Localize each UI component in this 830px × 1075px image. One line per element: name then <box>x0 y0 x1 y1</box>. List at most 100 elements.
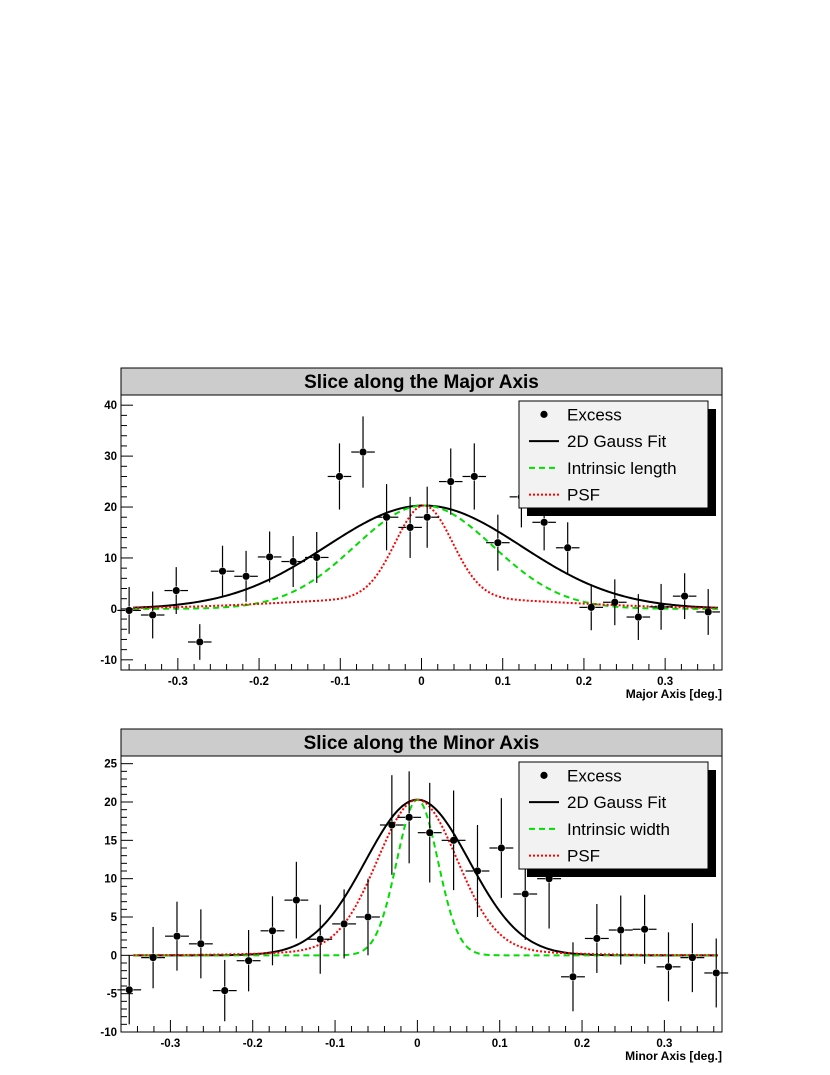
data-marker <box>617 926 625 934</box>
legend-marker <box>540 771 548 779</box>
data-point <box>465 825 490 917</box>
data-marker <box>641 925 649 933</box>
data-marker <box>172 586 180 595</box>
data-marker <box>470 472 478 481</box>
data-point <box>608 895 633 965</box>
data-point <box>281 536 305 587</box>
y-tick-label: 0 <box>111 950 117 962</box>
data-point <box>257 531 282 583</box>
data-point <box>164 567 189 614</box>
chart-title: Slice along the Major Axis <box>304 372 539 393</box>
data-point <box>327 443 352 510</box>
data-marker <box>266 553 274 561</box>
data-marker <box>521 890 529 898</box>
data-point <box>188 909 213 979</box>
data-marker <box>593 934 601 943</box>
y-tick-label: -5 <box>107 989 118 1001</box>
data-marker <box>221 987 229 995</box>
data-marker <box>359 448 367 456</box>
data-marker <box>196 638 204 646</box>
data-marker <box>688 954 696 962</box>
data-point <box>351 416 375 488</box>
data-marker <box>447 477 455 486</box>
data-marker <box>564 544 572 552</box>
data-marker <box>335 472 344 481</box>
data-marker <box>426 829 434 837</box>
data-point <box>649 583 673 630</box>
data-marker <box>450 836 458 844</box>
legend: Excess 2D Gauss Fit Intrinsic length PSF <box>518 400 716 516</box>
chart-panel-2: Slice along the Minor Axis -10 -5 0 5 10 15 20 2… <box>100 728 729 1063</box>
data-point <box>486 514 510 571</box>
data-marker <box>340 920 348 928</box>
legend-label: Intrinsic width <box>567 820 670 839</box>
y-tick-label: 20 <box>104 502 117 514</box>
data-point <box>284 861 309 939</box>
data-point <box>603 579 627 626</box>
y-tick-label: 15 <box>104 835 117 847</box>
y-tick-label: -10 <box>100 1027 117 1039</box>
y-tick-label: 25 <box>104 759 117 771</box>
legend: Excess 2D Gauss Fit Intrinsic width PSF <box>518 761 716 877</box>
x-tick-label: 0.2 <box>576 676 592 688</box>
data-point <box>415 486 439 548</box>
data-point <box>188 624 212 660</box>
x-tick-label: 0 <box>414 1038 420 1050</box>
data-marker <box>540 518 548 526</box>
data-point <box>308 904 333 974</box>
data-point <box>165 901 189 971</box>
y-tick-label: 5 <box>111 912 118 924</box>
legend-label: Excess <box>567 766 622 785</box>
x-tick-label: -0.2 <box>249 676 269 688</box>
data-point <box>140 591 165 639</box>
data-point <box>632 894 657 964</box>
data-point <box>332 889 357 959</box>
data-point <box>704 938 729 1008</box>
data-point <box>584 903 609 973</box>
data-marker <box>704 608 712 616</box>
data-point <box>379 775 404 875</box>
data-marker <box>681 592 689 600</box>
data-marker <box>664 963 673 971</box>
x-tick-label: -0.1 <box>330 676 350 688</box>
data-point <box>398 496 422 558</box>
data-marker <box>634 613 642 621</box>
data-marker <box>149 954 157 962</box>
data-point <box>117 586 141 634</box>
data-marker <box>587 603 595 611</box>
chart-title: Slice along the Minor Axis <box>304 733 540 754</box>
data-marker <box>388 821 396 829</box>
data-point <box>555 522 580 574</box>
data-point <box>234 550 258 602</box>
data-point <box>117 955 142 1025</box>
data-point <box>441 790 466 891</box>
data-marker <box>245 957 253 965</box>
data-point <box>417 782 442 883</box>
data-marker <box>149 611 157 619</box>
data-marker <box>268 927 277 935</box>
data-marker <box>494 539 502 547</box>
data-marker <box>406 523 414 532</box>
data-marker <box>473 867 482 875</box>
x-tick-label: -0.3 <box>168 676 188 688</box>
data-point <box>304 531 329 583</box>
data-marker <box>173 932 181 940</box>
legend-marker <box>540 410 548 418</box>
data-point <box>260 896 285 966</box>
chart-panel-1: Slice along the Major Axis -10 0 10 20 30 40 -0… <box>100 367 723 701</box>
data-point <box>696 589 720 635</box>
x-tick-label: 0.2 <box>574 1038 590 1050</box>
x-tick-label: -0.2 <box>243 1038 263 1050</box>
x-tick-label: 0.1 <box>492 1038 509 1050</box>
data-marker <box>125 606 133 615</box>
data-marker <box>405 813 413 821</box>
data-point <box>212 959 237 1022</box>
data-point <box>397 771 422 864</box>
legend-label: Excess <box>567 405 622 424</box>
data-point <box>438 448 463 515</box>
y-tick-label: -10 <box>100 655 117 667</box>
data-point <box>680 923 705 993</box>
chart-title-bar <box>120 367 723 396</box>
y-tick-label: 0 <box>111 604 117 616</box>
